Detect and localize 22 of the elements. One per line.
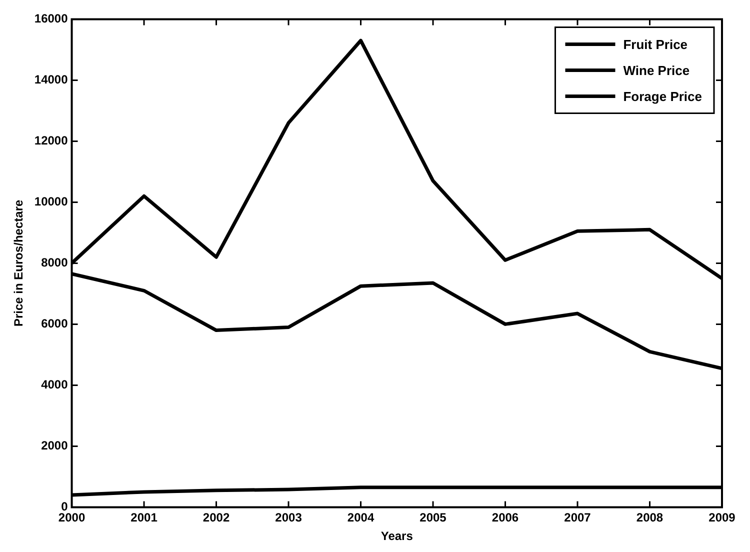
- y-tick-label: 10000: [34, 194, 68, 209]
- y-tick-label: 16000: [34, 12, 68, 26]
- x-tick-label: 2009: [708, 510, 736, 525]
- y-tick-label: 14000: [34, 72, 68, 87]
- legend-label: Fruit Price: [623, 36, 688, 52]
- legend-label: Wine Price: [623, 62, 690, 78]
- y-tick-label: 4000: [41, 378, 68, 392]
- y-axis-title: Price in Euros/hectare: [12, 200, 26, 327]
- x-tick-label: 2004: [347, 510, 374, 525]
- y-tick-label: 2000: [41, 438, 68, 453]
- y-tick-label: 8000: [41, 256, 68, 270]
- x-tick-label: 2007: [564, 510, 592, 525]
- y-tick-label: 12000: [34, 134, 68, 148]
- x-tick-label: 2008: [636, 510, 664, 525]
- y-tick-label: 6000: [41, 316, 68, 331]
- x-axis-title: Years: [380, 529, 414, 544]
- x-tick-label: 2003: [275, 510, 302, 525]
- x-tick-label: 2005: [420, 510, 447, 525]
- x-tick-label: 2006: [492, 510, 519, 525]
- legend-label: Forage Price: [623, 88, 702, 104]
- x-tick-label: 2002: [202, 510, 230, 525]
- x-tick-label: 2001: [130, 510, 158, 525]
